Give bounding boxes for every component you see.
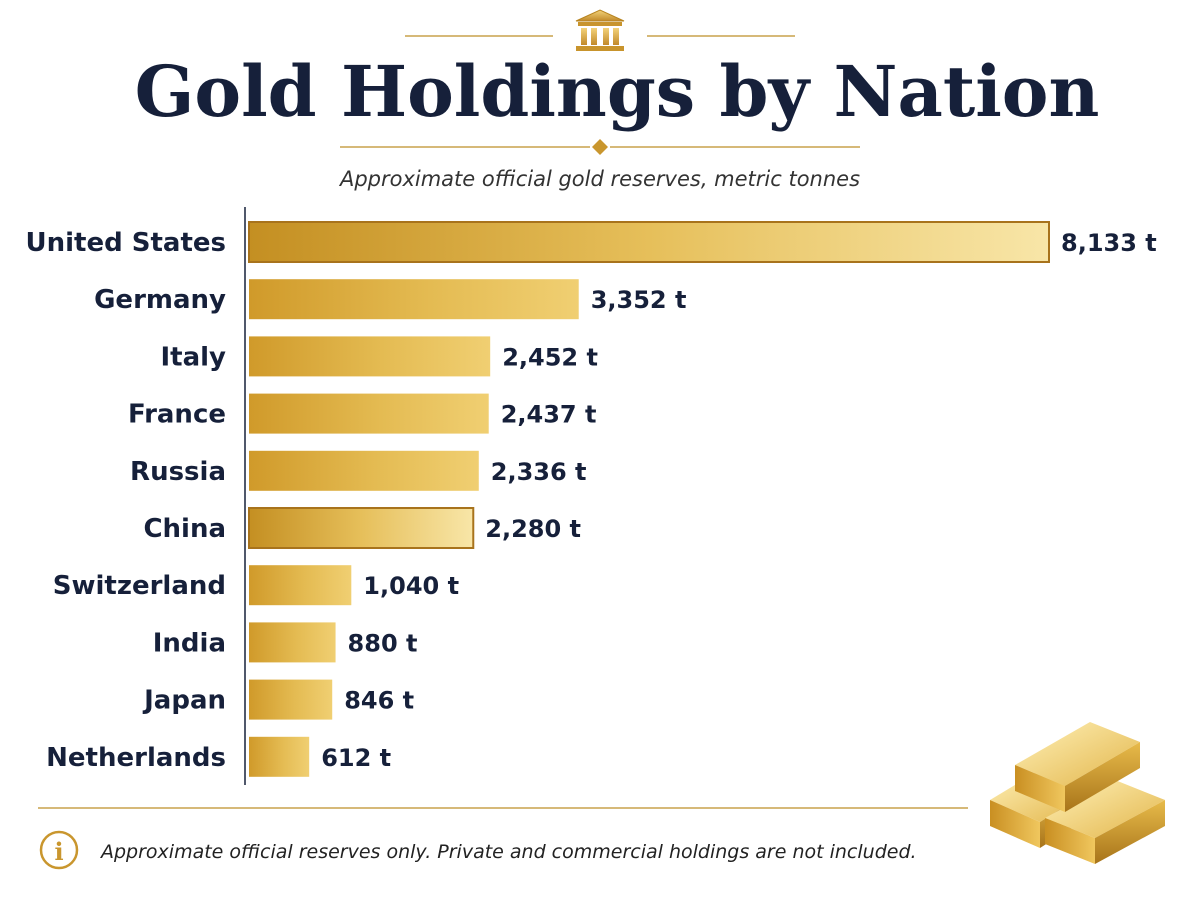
value-label-germany: 3,352 t <box>591 286 687 314</box>
value-label-china: 2,280 t <box>485 515 581 543</box>
category-label-china: China <box>143 514 226 544</box>
value-label-japan: 846 t <box>344 687 414 715</box>
diamond-ornament <box>592 139 608 155</box>
bar-united-states <box>248 221 1050 263</box>
category-label-india: India <box>153 628 226 658</box>
value-label-italy: 2,452 t <box>502 343 598 371</box>
footer-note: Approximate official reserves only. Priv… <box>99 841 917 863</box>
bar-india <box>249 622 336 663</box>
bar-france <box>249 393 489 434</box>
gold-bars-icon <box>990 722 1165 864</box>
bar-switzerland <box>249 565 352 606</box>
bar-russia <box>249 450 479 491</box>
svg-text:i: i <box>54 837 63 866</box>
category-label-germany: Germany <box>94 285 226 315</box>
value-label-france: 2,437 t <box>501 401 597 429</box>
category-label-netherlands: Netherlands <box>46 743 226 773</box>
bar-china <box>248 507 475 549</box>
value-label-switzerland: 1,040 t <box>363 572 459 600</box>
category-label-france: France <box>128 400 226 430</box>
category-label-switzerland: Switzerland <box>53 571 226 601</box>
bar-netherlands <box>249 736 310 777</box>
category-label-united-states: United States <box>26 228 227 258</box>
category-label-russia: Russia <box>130 457 226 487</box>
value-label-netherlands: 612 t <box>321 744 391 772</box>
value-label-india: 880 t <box>348 629 418 657</box>
chart-title: Gold Holdings by Nation <box>135 50 1100 133</box>
bar-germany <box>249 279 579 320</box>
category-label-japan: Japan <box>142 686 226 716</box>
chart-subtitle: Approximate official gold reserves, metr… <box>338 167 860 191</box>
bank-building-icon <box>575 9 625 51</box>
value-label-russia: 2,336 t <box>491 458 587 486</box>
title-underline <box>340 139 860 155</box>
category-label-italy: Italy <box>160 342 226 372</box>
bar-italy <box>249 336 491 377</box>
bars-layer: United States 8,133 t Germany 3,352 t Italy 2… <box>26 221 1157 777</box>
value-label-united-states: 8,133 t <box>1061 229 1157 257</box>
header-decoration <box>405 9 795 51</box>
bar-japan <box>249 679 333 720</box>
info-icon: i <box>39 830 79 870</box>
